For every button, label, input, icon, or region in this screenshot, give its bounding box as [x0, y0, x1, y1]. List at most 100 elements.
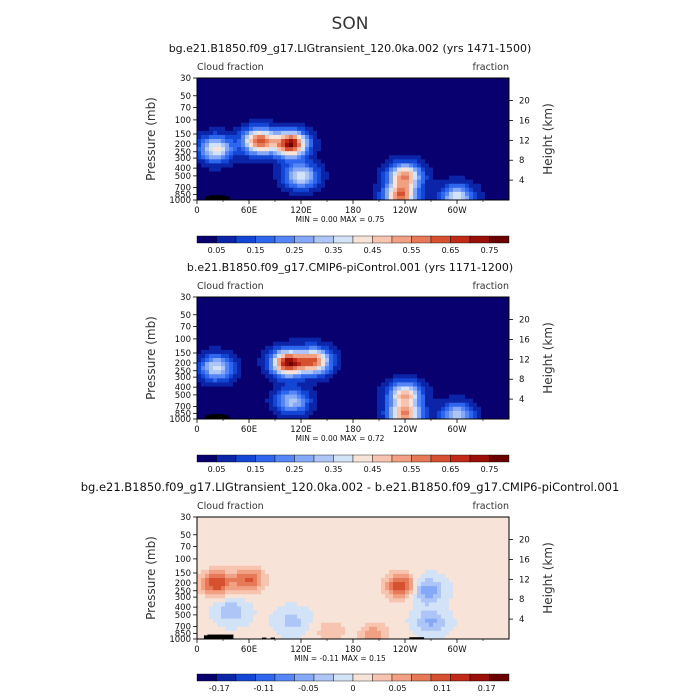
field-cell	[393, 325, 398, 331]
field-cell	[357, 374, 362, 379]
field-cell	[481, 191, 486, 197]
field-cell	[341, 126, 346, 132]
field-cell	[421, 349, 426, 355]
field-cell	[201, 151, 206, 156]
field-cell	[501, 325, 506, 331]
field-cell	[289, 122, 294, 128]
field-cell	[289, 382, 294, 388]
field-cell	[505, 406, 509, 412]
field-cell	[397, 130, 402, 136]
field-cell	[481, 78, 486, 83]
field-cell	[345, 191, 350, 197]
field-cell	[413, 321, 418, 327]
field-cell	[285, 195, 290, 200]
field-cell	[289, 370, 294, 375]
field-cell	[305, 366, 310, 371]
field-cell	[381, 147, 386, 152]
field-cell	[353, 321, 358, 327]
field-cell	[209, 394, 214, 400]
field-cell	[333, 187, 338, 193]
field-cell	[357, 82, 362, 87]
field-cell	[225, 122, 230, 128]
field-cell	[297, 325, 302, 331]
field-cell	[489, 191, 494, 197]
field-cell	[461, 78, 466, 83]
field-cell	[305, 370, 310, 375]
field-cell	[321, 130, 326, 136]
field-cell	[457, 349, 462, 355]
field-cell	[213, 374, 218, 379]
field-cell	[245, 195, 250, 200]
field-cell	[381, 362, 386, 367]
field-cell	[473, 151, 478, 156]
field-cell	[237, 191, 242, 197]
field-cell	[241, 313, 246, 318]
field-cell	[449, 90, 454, 95]
field-cell	[217, 358, 222, 363]
field-cell	[201, 321, 206, 327]
field-cell	[477, 82, 482, 87]
field-cell	[197, 374, 202, 379]
field-cell	[389, 410, 394, 416]
field-cell	[365, 386, 370, 392]
field-cell	[213, 325, 218, 331]
field-cell	[281, 378, 286, 383]
field-cell	[297, 126, 302, 132]
field-cell	[353, 325, 358, 331]
field-cell	[217, 349, 222, 355]
field-cell	[269, 98, 274, 103]
field-cell	[385, 110, 390, 116]
field-cell	[433, 130, 438, 136]
field-cell	[405, 130, 410, 136]
field-cell	[461, 309, 466, 314]
field-cell	[333, 521, 338, 526]
field-cell	[489, 183, 494, 189]
field-cell	[449, 353, 454, 359]
field-cell	[297, 382, 302, 388]
field-cell	[437, 159, 442, 164]
field-cell	[449, 143, 454, 148]
field-cell	[441, 171, 446, 177]
field-cell	[253, 325, 258, 331]
field-cell	[197, 414, 202, 419]
field-cell	[373, 167, 378, 173]
field-cell	[261, 333, 266, 339]
field-cell	[353, 309, 358, 314]
field-cell	[441, 378, 446, 383]
field-cell	[433, 155, 438, 160]
field-cell	[345, 341, 350, 347]
field-cell	[353, 159, 358, 164]
field-cell	[369, 353, 374, 359]
field-cell	[201, 325, 206, 331]
field-cell	[229, 349, 234, 355]
field-cell	[321, 114, 326, 120]
field-cell	[445, 398, 450, 404]
field-cell	[393, 134, 398, 140]
field-cell	[433, 414, 438, 419]
field-cell	[385, 151, 390, 156]
field-cell	[237, 82, 242, 87]
field-cell	[449, 175, 454, 181]
field-cell	[217, 390, 222, 396]
field-cell	[229, 414, 234, 419]
field-cell	[297, 406, 302, 412]
field-cell	[261, 382, 266, 388]
field-cell	[401, 175, 406, 181]
field-cell	[505, 358, 509, 363]
field-cell	[357, 106, 362, 112]
field-cell	[385, 159, 390, 164]
field-cell	[377, 139, 382, 144]
field-cell	[333, 195, 338, 200]
field-cell	[313, 143, 318, 148]
field-cell	[421, 86, 426, 91]
field-cell	[449, 179, 454, 185]
field-cell	[213, 362, 218, 367]
field-cell	[269, 362, 274, 367]
field-cell	[369, 179, 374, 185]
field-cell	[501, 90, 506, 95]
field-cell	[241, 78, 246, 83]
field-cell	[257, 179, 262, 185]
field-cell	[353, 167, 358, 173]
field-cell	[237, 175, 242, 181]
field-cell	[269, 183, 274, 189]
